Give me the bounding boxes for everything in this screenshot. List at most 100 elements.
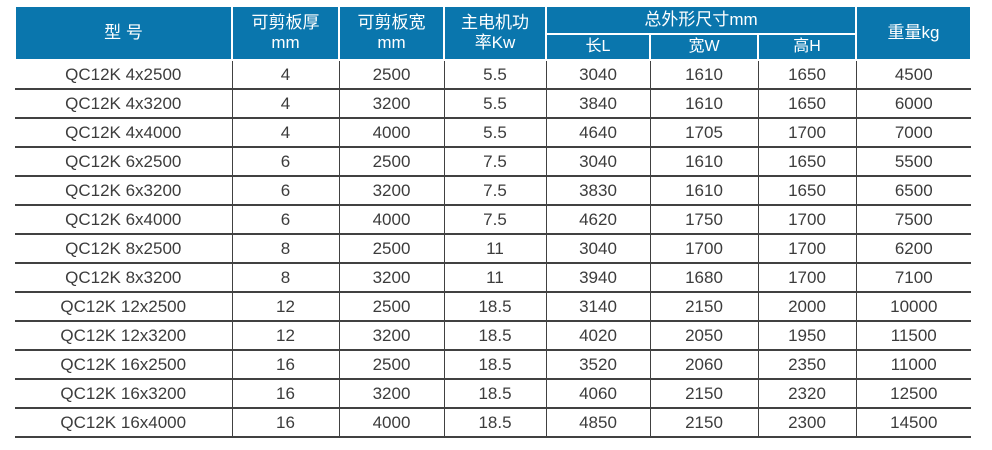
cell-width: 1610 [649,60,759,90]
cell-motor-power: 18.5 [443,378,547,409]
cell-weight: 6000 [855,88,972,119]
cell-thickness: 16 [231,378,340,409]
cell-height: 1700 [757,117,857,148]
cell-thickness: 4 [231,60,340,90]
header-motor-power: 主电机功 率Kw [443,5,547,61]
header-overall-dimensions: 总外形尺寸mm [544,5,858,35]
spec-table: 型 号 可剪板厚 mm 可剪板宽 mm 主电机功 率Kw 总外形尺寸mm 重量k… [14,5,973,438]
cell-width: 2150 [649,291,759,322]
cell-model: QC12K 6x4000 [15,204,233,235]
cell-thickness: 6 [231,146,340,177]
cell-model: QC12K 12x2500 [15,291,233,322]
header-shear-width-label: 可剪板宽 [357,12,426,32]
table-row: QC12K 4x3200 4 3200 5.5 3840 1610 1650 6… [15,88,972,119]
cell-thickness: 16 [231,349,340,380]
cell-plate-width: 2500 [338,349,445,380]
cell-height: 2000 [757,291,857,322]
cell-width: 1705 [649,117,759,148]
table-row: QC12K 6x4000 6 4000 7.5 4620 1750 1700 7… [15,204,972,235]
table-row: QC12K 6x3200 6 3200 7.5 3830 1610 1650 6… [15,175,972,206]
cell-weight: 4500 [855,60,972,90]
cell-width: 1680 [649,262,759,293]
cell-model: QC12K 12x3200 [15,320,233,351]
cell-height: 2320 [757,378,857,409]
cell-width: 1610 [649,175,759,206]
cell-motor-power: 11 [443,233,547,264]
cell-plate-width: 2500 [338,233,445,264]
cell-motor-power: 5.5 [443,88,547,119]
cell-length: 3140 [545,291,651,322]
cell-thickness: 16 [231,407,340,438]
cell-model: QC12K 16x2500 [15,349,233,380]
cell-model: QC12K 16x4000 [15,407,233,438]
cell-model: QC12K 8x2500 [15,233,233,264]
table-row: QC12K 8x2500 8 2500 11 3040 1700 1700 62… [15,233,972,264]
cell-model: QC12K 8x3200 [15,262,233,293]
cell-length: 4850 [545,407,651,438]
header-motor-power-label: 主电机功 [461,12,529,32]
header-shear-width: 可剪板宽 mm [338,5,445,61]
cell-plate-width: 2500 [338,146,445,177]
cell-thickness: 6 [231,204,340,235]
table-row: QC12K 16x4000 16 4000 18.5 4850 2150 230… [15,407,972,438]
table-row: QC12K 16x2500 16 2500 18.5 3520 2060 235… [15,349,972,380]
cell-length: 3040 [545,233,651,264]
cell-thickness: 12 [231,320,340,351]
cell-motor-power: 5.5 [443,60,547,90]
cell-height: 1650 [757,60,857,90]
table-row: QC12K 6x2500 6 2500 7.5 3040 1610 1650 5… [15,146,972,177]
table-row: QC12K 12x3200 12 3200 18.5 4020 2050 195… [15,320,972,351]
cell-plate-width: 4000 [338,204,445,235]
cell-height: 2350 [757,349,857,380]
header-motor-power-unit: 率Kw [474,33,516,52]
cell-weight: 11000 [855,349,972,380]
cell-model: QC12K 6x3200 [15,175,233,206]
cell-height: 1700 [757,233,857,264]
cell-plate-width: 3200 [338,175,445,206]
cell-width: 2150 [649,407,759,438]
cell-width: 2150 [649,378,759,409]
table-row: QC12K 16x3200 16 3200 18.5 4060 2150 232… [15,378,972,409]
cell-length: 4060 [545,378,651,409]
header-model: 型 号 [14,5,233,61]
cell-plate-width: 4000 [338,407,445,438]
cell-model: QC12K 4x4000 [15,117,233,148]
cell-weight: 11500 [855,320,972,351]
cell-weight: 5500 [855,146,972,177]
cell-thickness: 12 [231,291,340,322]
table-row: QC12K 12x2500 12 2500 18.5 3140 2150 200… [15,291,972,322]
cell-height: 1650 [757,88,857,119]
cell-length: 3040 [545,146,651,177]
cell-width: 2060 [649,349,759,380]
cell-thickness: 4 [231,88,340,119]
cell-plate-width: 3200 [338,320,445,351]
table-row: QC12K 4x2500 4 2500 5.5 3040 1610 1650 4… [15,60,972,90]
cell-weight: 14500 [855,407,972,438]
cell-thickness: 8 [231,233,340,264]
cell-model: QC12K 16x3200 [15,378,233,409]
header-row-2: 长L 宽W 高H [15,33,971,61]
header-shear-thickness: 可剪板厚 mm [231,5,340,61]
table-body: QC12K 4x2500 4 2500 5.5 3040 1610 1650 4… [15,60,972,438]
header-dim-width: 宽W [649,33,759,61]
cell-length: 3040 [545,60,651,90]
cell-length: 4640 [545,117,651,148]
spec-table-container: 型 号 可剪板厚 mm 可剪板宽 mm 主电机功 率Kw 总外形尺寸mm 重量k… [14,5,973,438]
header-shear-thickness-label: 可剪板厚 [251,12,320,32]
cell-width: 1700 [649,233,759,264]
cell-plate-width: 3200 [338,378,445,409]
header-dim-length: 长L [545,33,651,61]
cell-length: 3520 [545,349,651,380]
cell-model: QC12K 4x2500 [15,60,233,90]
cell-length: 3940 [545,262,651,293]
cell-weight: 6200 [855,233,972,264]
cell-plate-width: 3200 [338,262,445,293]
cell-weight: 6500 [855,175,972,206]
cell-thickness: 6 [231,175,340,206]
table-row: QC12K 4x4000 4 4000 5.5 4640 1705 1700 7… [15,117,972,148]
header-shear-thickness-unit: mm [271,33,300,52]
cell-length: 4620 [545,204,651,235]
cell-height: 1950 [757,320,857,351]
header-row-1: 型 号 可剪板厚 mm 可剪板宽 mm 主电机功 率Kw 总外形尺寸mm 重量k… [14,5,973,61]
cell-length: 4020 [545,320,651,351]
